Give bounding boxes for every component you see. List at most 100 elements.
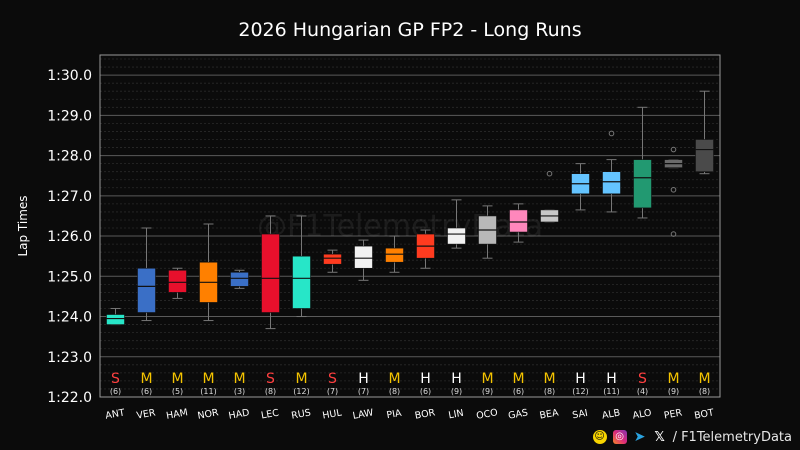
y-tick-label: 1:26.0 bbox=[47, 229, 92, 245]
plot-frame bbox=[99, 54, 721, 398]
footer-handle: / F1TelemetryData bbox=[672, 429, 792, 445]
x-tick-label: RUS bbox=[290, 407, 311, 421]
lap-count-label: (11) bbox=[603, 387, 619, 396]
box-per bbox=[664, 146, 683, 237]
y-tick-label: 1:23.0 bbox=[47, 350, 92, 366]
tyre-compound-label: M bbox=[171, 371, 183, 387]
x-tick-label: BOR bbox=[414, 407, 436, 421]
tyre-compound-label: M bbox=[543, 371, 555, 387]
box-body bbox=[323, 253, 342, 265]
x-tick-label: LEC bbox=[260, 408, 280, 422]
box-had bbox=[230, 269, 249, 289]
outlier-point bbox=[546, 170, 553, 177]
y-tick-label: 1:27.0 bbox=[47, 189, 92, 205]
tyre-compound-label: H bbox=[606, 371, 617, 387]
outlier-point bbox=[608, 130, 615, 137]
box-body bbox=[385, 247, 404, 263]
x-tick-label: VER bbox=[136, 407, 157, 421]
box-pia bbox=[385, 235, 404, 273]
box-ham bbox=[168, 267, 187, 299]
y-tick-label: 1:24.0 bbox=[47, 310, 92, 326]
lap-count-label: (9) bbox=[451, 387, 462, 396]
tyre-compound-label: H bbox=[358, 371, 369, 387]
tyre-compound-label: M bbox=[202, 371, 214, 387]
box-body bbox=[633, 159, 652, 209]
box-bor bbox=[416, 229, 435, 269]
lap-count-label: (12) bbox=[572, 387, 588, 396]
x-tick-label: LIN bbox=[448, 408, 465, 421]
box-body bbox=[602, 171, 621, 195]
lap-count-label: (6) bbox=[420, 387, 431, 396]
chart-title: 2026 Hungarian GP FP2 - Long Runs bbox=[238, 19, 581, 41]
lap-count-label: (11) bbox=[200, 387, 216, 396]
x-icon[interactable]: 𝕏 bbox=[654, 429, 665, 445]
box-series bbox=[106, 90, 714, 330]
tyre-compound-label: M bbox=[388, 371, 400, 387]
tyre-compound-label: S bbox=[328, 371, 337, 387]
lap-count-label: (6) bbox=[141, 387, 152, 396]
box-body bbox=[106, 314, 125, 325]
box-body bbox=[509, 209, 528, 233]
tyre-compound-label: S bbox=[638, 371, 647, 387]
box-body bbox=[137, 267, 156, 313]
lap-count-label: (6) bbox=[513, 387, 524, 396]
box-bea bbox=[540, 170, 559, 223]
tyre-compound-label: M bbox=[512, 371, 524, 387]
x-tick-label: ANT bbox=[105, 407, 126, 421]
x-tick-label: NOR bbox=[197, 407, 220, 422]
tyre-compound-label: M bbox=[667, 371, 679, 387]
box-oco bbox=[478, 205, 497, 259]
tyre-compound-label: M bbox=[140, 371, 152, 387]
instagram-icon[interactable]: ◎ bbox=[612, 430, 627, 444]
box-body bbox=[695, 139, 714, 172]
x-tick-label: ALO bbox=[632, 407, 653, 421]
lap-count-label: (7) bbox=[327, 387, 338, 396]
tyre-compound-label: M bbox=[481, 371, 493, 387]
x-tick-label: PER bbox=[663, 407, 683, 421]
y-tick-labels: 1:22.0 1:23.0 1:24.0 1:25.0 1:26.0 1:27.0 1:28… bbox=[47, 68, 92, 406]
outlier-point bbox=[670, 146, 677, 153]
lap-count-label: (8) bbox=[699, 387, 710, 396]
box-ant bbox=[106, 307, 125, 326]
box-lin bbox=[447, 199, 466, 249]
lap-count-label: (6) bbox=[110, 387, 121, 396]
box-sai bbox=[571, 163, 590, 211]
y-tick-label: 1:25.0 bbox=[47, 269, 92, 285]
footer: ☺ ◎ ➤ 𝕏 / F1TelemetryData bbox=[592, 428, 792, 446]
tyre-compound-label: H bbox=[451, 371, 462, 387]
lap-count-label: (4) bbox=[637, 387, 648, 396]
lap-count-label: (7) bbox=[358, 387, 369, 396]
x-tick-label: BEA bbox=[539, 407, 560, 421]
x-tick-labels: ANT VER HAM NOR HAD LEC RUS HUL LAW PIA BOR LIN OCO G… bbox=[105, 407, 715, 422]
tyre-compound-label: M bbox=[233, 371, 245, 387]
tyre-compound-label: S bbox=[111, 371, 120, 387]
x-tick-label: BOT bbox=[693, 407, 714, 421]
x-tick-label: PIA bbox=[386, 408, 403, 422]
lap-count-label: (3) bbox=[234, 387, 245, 396]
lap-count-label: (5) bbox=[172, 387, 183, 396]
box-alo bbox=[633, 106, 652, 219]
x-tick-label: LAW bbox=[352, 407, 375, 422]
telegram-icon[interactable]: ➤ bbox=[633, 429, 646, 445]
x-tick-label: SAI bbox=[571, 408, 588, 422]
tyre-compound-label: M bbox=[295, 371, 307, 387]
x-tick-label: OCO bbox=[475, 407, 498, 422]
y-tick-label: 1:29.0 bbox=[47, 108, 92, 124]
lap-count-label: (8) bbox=[389, 387, 400, 396]
y-axis-label: Lap Times bbox=[16, 195, 30, 256]
box-lec bbox=[261, 215, 280, 330]
x-tick-label: HAM bbox=[165, 407, 188, 422]
outlier-point bbox=[670, 186, 677, 193]
snapchat-icon[interactable]: ☺ bbox=[592, 430, 607, 444]
box-body bbox=[292, 255, 311, 309]
tyre-compound-label: S bbox=[266, 371, 275, 387]
lap-count-label: (9) bbox=[668, 387, 679, 396]
outlier-point bbox=[670, 231, 677, 237]
lap-count-label: (9) bbox=[482, 387, 493, 396]
box-body bbox=[447, 227, 466, 245]
y-tick-label: 1:30.0 bbox=[47, 68, 92, 84]
box-body bbox=[261, 233, 280, 313]
box-body bbox=[230, 271, 249, 287]
y-tick-label: 1:22.0 bbox=[47, 390, 92, 406]
